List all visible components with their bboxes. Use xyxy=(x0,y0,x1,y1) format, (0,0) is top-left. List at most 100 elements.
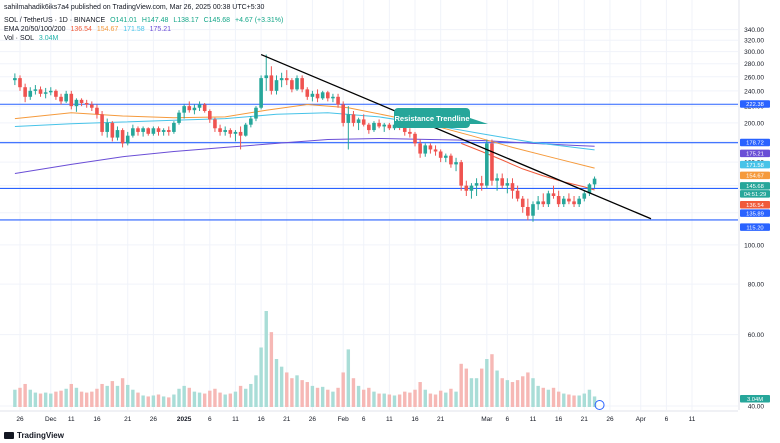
candle-body xyxy=(177,112,181,123)
time-tick-label: Apr xyxy=(636,416,647,423)
volume-bar xyxy=(587,389,592,407)
candle xyxy=(531,201,535,222)
candle xyxy=(305,87,310,100)
close-value: C145.68 xyxy=(203,17,231,24)
candle-body xyxy=(510,183,515,191)
candle-body xyxy=(23,87,27,97)
volume-bar xyxy=(485,359,489,407)
volume-bar xyxy=(403,391,407,407)
candle xyxy=(438,149,443,163)
candle xyxy=(120,128,125,148)
candle-body xyxy=(64,93,68,102)
candle xyxy=(341,101,345,127)
volume-bar xyxy=(387,394,392,407)
candle xyxy=(551,185,556,199)
candle-body xyxy=(485,143,489,186)
candle xyxy=(520,195,525,213)
candle-body xyxy=(515,190,520,199)
volume-bar xyxy=(331,391,335,407)
candle-body xyxy=(33,89,38,91)
volume-bar xyxy=(151,395,156,407)
volume-bar xyxy=(515,380,520,407)
volume-bar xyxy=(136,392,140,407)
high-value: H147.48 xyxy=(141,17,169,24)
volume-bar xyxy=(259,347,263,407)
volume-bar xyxy=(541,387,545,407)
price-tick-label: 100.00 xyxy=(744,242,764,249)
candle-body xyxy=(341,104,345,123)
time-tick-label: 11 xyxy=(530,416,537,423)
volume-bar xyxy=(167,397,171,407)
volume-bar xyxy=(131,389,135,407)
time-tick-label: 11 xyxy=(689,416,696,423)
time-tick-label: 26 xyxy=(309,416,317,423)
price-labels: 222.38 178.72 175.21 171.58 154.67 145.68 04:5… xyxy=(740,100,770,231)
candle-body xyxy=(326,92,330,99)
candle-body xyxy=(408,131,412,134)
vol-label[interactable]: Vol · SOL xyxy=(4,35,34,42)
volume-bar xyxy=(223,394,227,407)
candle-body xyxy=(146,128,151,134)
candle-body xyxy=(495,178,499,181)
candle-body xyxy=(115,130,120,138)
candle-body xyxy=(567,198,571,202)
time-tick-label: 6 xyxy=(506,416,510,423)
price-tick-label: 280.00 xyxy=(744,61,764,68)
candle-body xyxy=(290,80,294,90)
change-value: +4.67 (+3.31%) xyxy=(235,17,284,24)
candle xyxy=(13,73,17,86)
volume-bar xyxy=(33,392,38,407)
volume-label-text: 3.04M xyxy=(747,397,763,403)
candle xyxy=(464,180,469,196)
candle-body xyxy=(387,124,392,129)
candle xyxy=(567,193,571,205)
candle-body xyxy=(541,201,546,205)
candle xyxy=(572,195,576,207)
volume-bar xyxy=(372,391,376,407)
volume-bar xyxy=(244,388,248,407)
price-label-box xyxy=(740,100,770,108)
candle-body xyxy=(90,104,94,108)
candle xyxy=(377,119,381,129)
candle-body xyxy=(361,119,366,125)
volume-bar xyxy=(213,388,217,407)
candle-body xyxy=(69,93,74,107)
volume-bar xyxy=(38,393,43,407)
volume-bar xyxy=(526,372,530,407)
candle-body xyxy=(28,90,33,97)
candle-body xyxy=(48,90,53,93)
ema-label[interactable]: EMA 20/50/100/200 xyxy=(4,26,66,33)
candle xyxy=(454,157,458,172)
time-tick-label: Feb xyxy=(338,416,350,423)
candle xyxy=(202,102,207,113)
candle xyxy=(387,122,392,131)
volume-bar xyxy=(249,383,253,407)
volume-bar xyxy=(510,382,515,407)
candle-body xyxy=(151,128,156,134)
candle-body xyxy=(259,78,263,108)
candle-body xyxy=(531,204,535,216)
price-tick-label: 200.00 xyxy=(744,120,764,127)
symbol-label[interactable]: SOL / TetherUS · 1D · BINANCE xyxy=(4,17,106,24)
candle-body xyxy=(336,96,340,105)
volume-bar xyxy=(161,396,166,407)
candle-body xyxy=(156,128,161,132)
candle xyxy=(38,86,43,97)
volume-bar xyxy=(233,391,238,407)
candle-body xyxy=(264,75,269,79)
publish-info: sahilmahadik6iks7a4 published on Trading… xyxy=(4,3,267,12)
candle xyxy=(243,122,248,137)
candle-body xyxy=(367,124,371,131)
candle-body xyxy=(172,122,176,132)
volume-bar xyxy=(362,389,366,407)
candle xyxy=(505,178,510,194)
volume-bar xyxy=(100,383,104,407)
candle-body xyxy=(413,133,417,144)
candle-body xyxy=(474,183,479,186)
candle xyxy=(485,139,489,189)
candle xyxy=(146,127,151,136)
candle xyxy=(500,173,505,189)
volume-bar xyxy=(428,393,433,407)
volume-bar xyxy=(64,388,68,407)
